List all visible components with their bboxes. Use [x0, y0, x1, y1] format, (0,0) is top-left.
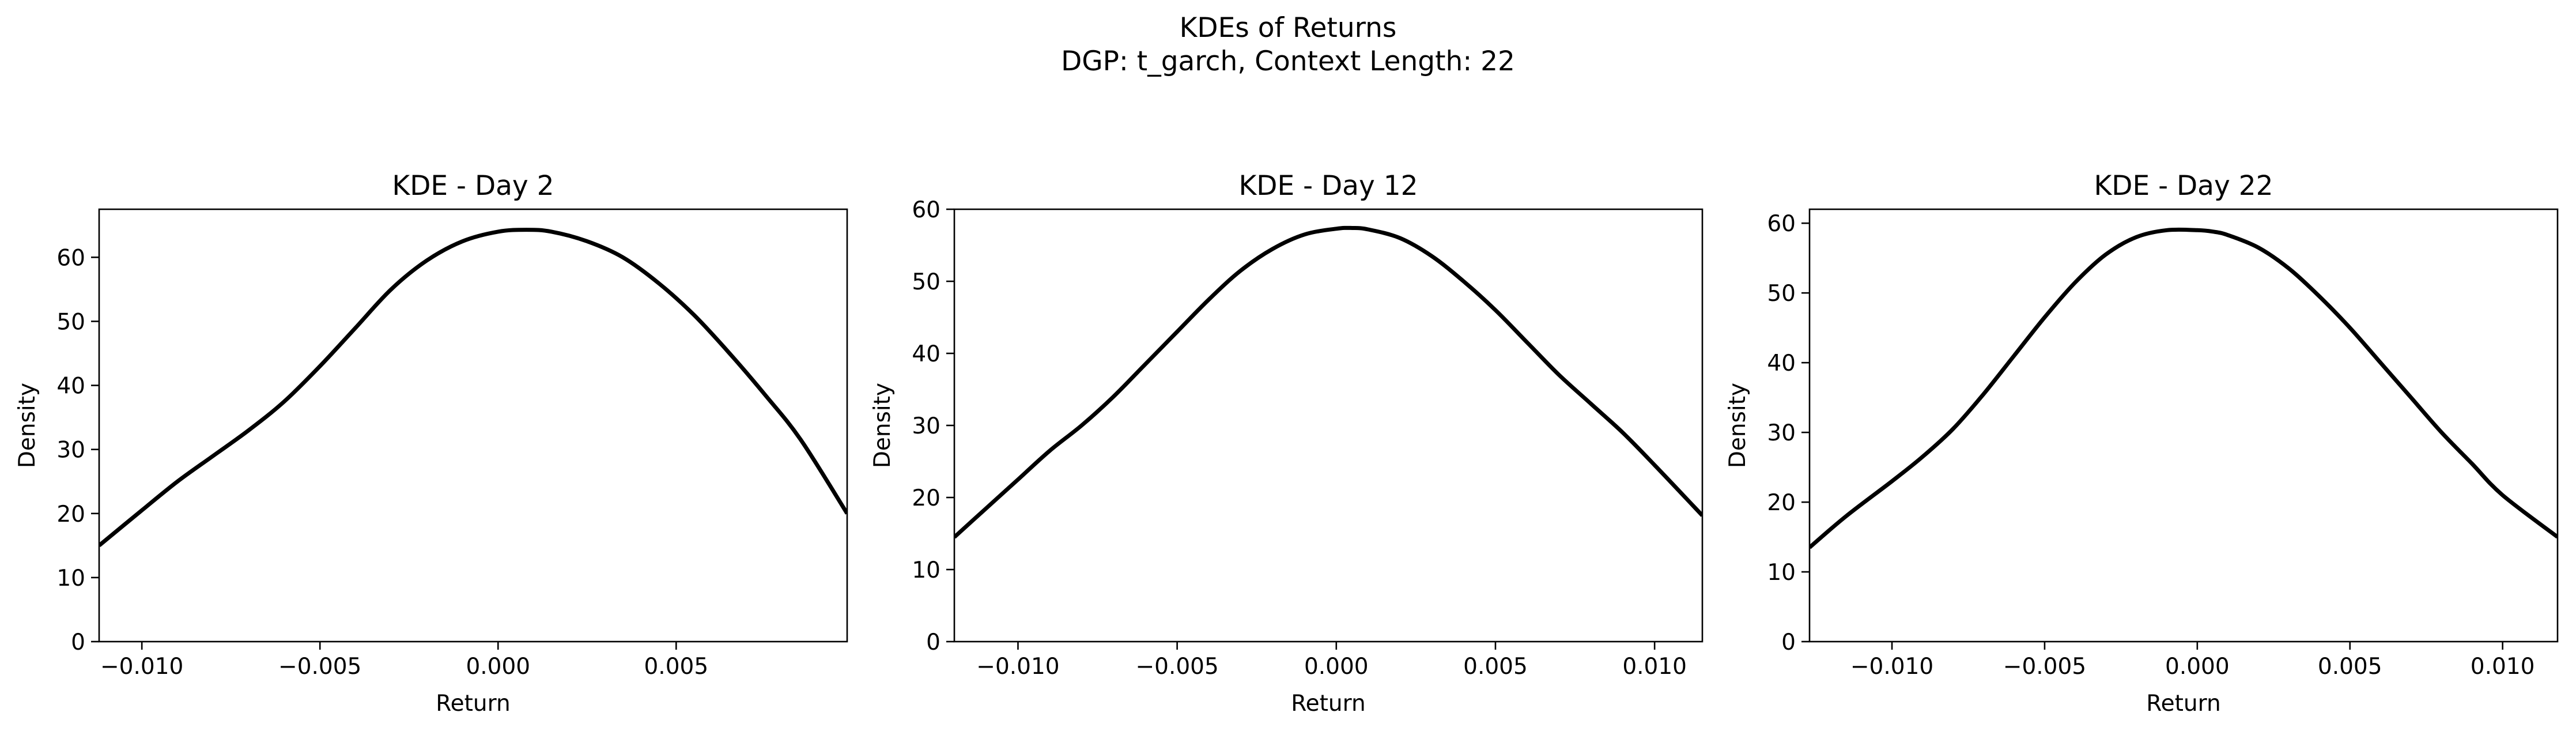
x-axis-label: Return: [2146, 691, 2220, 717]
y-axis-label: Density: [14, 383, 40, 468]
x-tick-label: 0.000: [2165, 654, 2230, 680]
subplot-3: KDE - Day 22 −0.010 −0.005 0.000 0.005 0.010 0…: [1725, 170, 2559, 717]
x-tick-label: −0.005: [2003, 654, 2086, 680]
axes-frame: [1808, 208, 2559, 643]
subplot-title: KDE - Day 22: [2094, 170, 2273, 202]
y-tick-label: 30: [56, 438, 85, 463]
y-tick-label: 0: [926, 630, 940, 655]
x-tick-label: −0.005: [278, 654, 361, 680]
subplot-2: KDE - Day 12 −0.010 −0.005 0.000 0.005 0.010 0…: [870, 170, 1704, 717]
y-tick-label: 40: [56, 374, 85, 399]
kde-line: [1810, 227, 2558, 549]
y-axis-label: Density: [1725, 383, 1751, 468]
y-tick-label: 0: [71, 630, 85, 655]
y-tick-label: 0: [1781, 630, 1796, 655]
y-tick-label: 10: [56, 566, 85, 591]
x-axis-label: Return: [436, 691, 510, 717]
y-tick-label: 20: [1767, 490, 1796, 516]
kde-line: [99, 228, 847, 548]
y-tick-label: 10: [912, 557, 940, 583]
x-tick-label: 0.000: [1304, 654, 1369, 680]
y-tick-label: 40: [912, 341, 940, 367]
kde-line: [954, 225, 1702, 539]
y-tick-label: 20: [912, 485, 940, 511]
subplot-title: KDE - Day 2: [392, 170, 554, 202]
x-tick-label: 0.010: [2471, 654, 2535, 680]
subplots: KDE - Day 2 −0.010 −0.005 0.000 0.005 0 10 20 30…: [14, 170, 2559, 717]
subplot-1: KDE - Day 2 −0.010 −0.005 0.000 0.005 0 10 20 30…: [14, 170, 848, 717]
y-tick-label: 60: [56, 245, 85, 271]
figure-title-line1: KDEs of Returns: [1180, 12, 1397, 44]
y-tick-label: 30: [912, 413, 940, 439]
axes-frame: [98, 208, 848, 643]
y-tick-label: 30: [1767, 420, 1796, 446]
y-tick-label: 40: [1767, 350, 1796, 376]
y-tick-label: 10: [1767, 560, 1796, 586]
x-tick-label: −0.010: [1850, 654, 1933, 680]
y-tick-label: 50: [912, 269, 940, 295]
x-tick-label: 0.000: [466, 654, 530, 680]
y-tick-label: 60: [1767, 211, 1796, 237]
y-axis-label: Density: [870, 383, 896, 468]
x-tick-label: 0.005: [2318, 654, 2382, 680]
y-tick-label: 50: [56, 309, 85, 335]
x-tick-label: 0.005: [644, 654, 708, 680]
y-tick-label: 50: [1767, 281, 1796, 307]
figure-title-line2: DGP: t_garch, Context Length: 22: [1061, 46, 1515, 77]
y-tick-label: 60: [912, 197, 940, 223]
x-tick-label: −0.010: [100, 654, 183, 680]
x-tick-label: −0.005: [1135, 654, 1218, 680]
subplot-title: KDE - Day 12: [1238, 170, 1418, 202]
x-tick-label: 0.005: [1463, 654, 1528, 680]
x-axis-label: Return: [1291, 691, 1365, 717]
x-tick-label: 0.010: [1622, 654, 1687, 680]
x-tick-label: −0.010: [976, 654, 1059, 680]
y-tick-label: 20: [56, 502, 85, 527]
